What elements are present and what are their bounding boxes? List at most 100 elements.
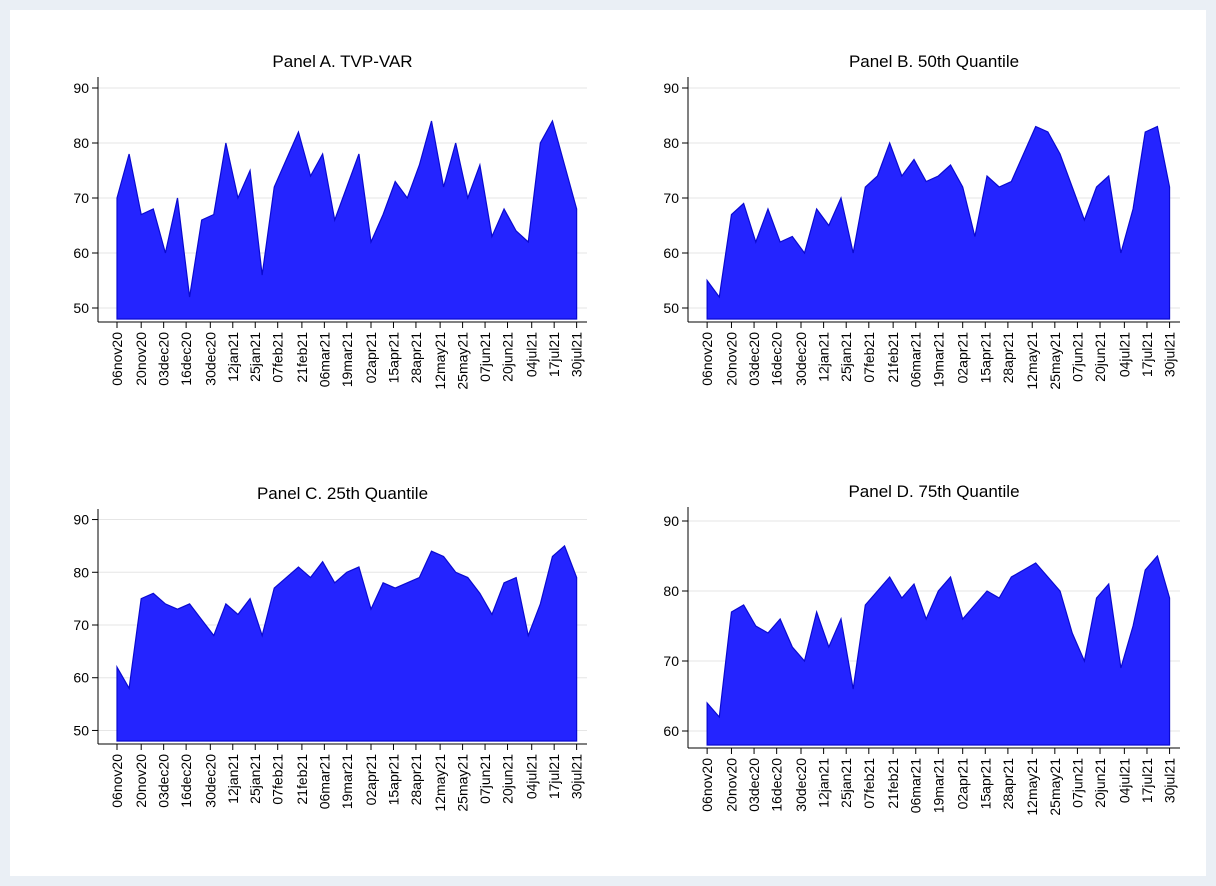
x-tick-label: 25may21 bbox=[455, 332, 471, 390]
x-tick-label: 16dec20 bbox=[769, 332, 785, 386]
x-tick-label: 06mar21 bbox=[316, 754, 332, 809]
y-tick-label: 60 bbox=[73, 245, 89, 261]
x-tick-label: 20jun21 bbox=[500, 332, 516, 382]
x-tick-label: 12jan21 bbox=[225, 754, 241, 804]
x-tick-label: 15apr21 bbox=[977, 332, 993, 384]
area bbox=[706, 125, 1171, 320]
x-tick-label: 06nov20 bbox=[109, 332, 125, 386]
y-tick-label: 80 bbox=[663, 135, 679, 151]
x-tick-label: 30jul21 bbox=[1162, 332, 1178, 377]
x-tick-label: 20jun21 bbox=[500, 754, 516, 804]
panel-title: Panel D. 75th Quantile bbox=[848, 482, 1019, 501]
x-tick-label: 17jul21 bbox=[546, 332, 562, 377]
y-tick-label: 90 bbox=[663, 80, 679, 96]
x-tick-label: 20jun21 bbox=[1092, 758, 1108, 808]
x-tick-label: 25jan21 bbox=[247, 332, 263, 382]
x-tick-label: 12may21 bbox=[1024, 332, 1040, 390]
x-tick-label: 15apr21 bbox=[977, 758, 993, 810]
x-tick-label: 20nov20 bbox=[133, 332, 149, 386]
x-tick-label: 30jul21 bbox=[569, 332, 585, 377]
x-tick-label: 12jan21 bbox=[816, 758, 832, 808]
x-tick-label: 21feb21 bbox=[294, 332, 310, 383]
x-tick-label: 16dec20 bbox=[178, 754, 194, 808]
x-tick-label: 30dec20 bbox=[202, 332, 218, 386]
x-tick-label: 07feb21 bbox=[861, 758, 877, 809]
y-tick-label: 60 bbox=[73, 670, 89, 686]
x-tick-label: 07feb21 bbox=[861, 332, 877, 383]
x-tick-label: 12may21 bbox=[432, 332, 448, 390]
x-tick-label: 19mar21 bbox=[930, 758, 946, 813]
panel-title: Panel C. 25th Quantile bbox=[257, 484, 428, 503]
x-tick-label: 06nov20 bbox=[109, 754, 125, 808]
x-tick-label: 03dec20 bbox=[156, 332, 172, 386]
x-tick-label: 30jul21 bbox=[569, 754, 585, 799]
x-tick-label: 03dec20 bbox=[156, 754, 172, 808]
x-tick-label: 02apr21 bbox=[955, 332, 971, 384]
plot-background bbox=[10, 10, 1206, 876]
x-tick-label: 06nov20 bbox=[699, 758, 715, 812]
x-tick-label: 07jun21 bbox=[477, 754, 493, 804]
x-tick-label: 25may21 bbox=[1047, 758, 1063, 816]
x-tick-label: 07feb21 bbox=[270, 332, 286, 383]
y-tick-label: 50 bbox=[663, 300, 679, 316]
x-tick-label: 19mar21 bbox=[339, 332, 355, 387]
y-tick-label: 90 bbox=[73, 512, 89, 528]
x-tick-label: 21feb21 bbox=[885, 332, 901, 383]
x-tick-label: 06mar21 bbox=[908, 332, 924, 387]
y-tick-label: 80 bbox=[73, 564, 89, 580]
x-tick-label: 07jun21 bbox=[1069, 758, 1085, 808]
x-tick-label: 07feb21 bbox=[270, 754, 286, 805]
x-tick-label: 12jan21 bbox=[816, 332, 832, 382]
x-tick-label: 25may21 bbox=[455, 754, 471, 812]
y-tick-label: 90 bbox=[73, 80, 89, 96]
x-tick-label: 17jul21 bbox=[546, 754, 562, 799]
x-tick-label: 30dec20 bbox=[202, 754, 218, 808]
y-tick-label: 60 bbox=[663, 723, 679, 739]
x-tick-label: 28apr21 bbox=[408, 754, 424, 806]
y-tick-label: 70 bbox=[663, 653, 679, 669]
x-tick-label: 21feb21 bbox=[885, 758, 901, 809]
x-tick-label: 02apr21 bbox=[955, 758, 971, 810]
x-tick-label: 25may21 bbox=[1047, 332, 1063, 390]
y-tick-label: 90 bbox=[663, 513, 679, 529]
x-tick-label: 16dec20 bbox=[769, 758, 785, 812]
x-tick-label: 06mar21 bbox=[316, 332, 332, 387]
x-tick-label: 06mar21 bbox=[908, 758, 924, 813]
x-tick-label: 30dec20 bbox=[793, 332, 809, 386]
x-tick-label: 04jul21 bbox=[1116, 332, 1132, 377]
x-tick-label: 15apr21 bbox=[385, 332, 401, 384]
x-tick-label: 07jun21 bbox=[1069, 332, 1085, 382]
x-tick-label: 12jan21 bbox=[225, 332, 241, 382]
x-tick-label: 16dec20 bbox=[178, 332, 194, 386]
x-tick-label: 30jul21 bbox=[1162, 758, 1178, 803]
x-tick-label: 20nov20 bbox=[133, 754, 149, 808]
x-tick-label: 03dec20 bbox=[746, 758, 762, 812]
y-tick-label: 60 bbox=[663, 245, 679, 261]
x-tick-label: 25jan21 bbox=[838, 332, 854, 382]
x-tick-label: 15apr21 bbox=[385, 754, 401, 806]
x-tick-label: 07jun21 bbox=[477, 332, 493, 382]
x-tick-label: 20jun21 bbox=[1092, 332, 1108, 382]
x-tick-label: 21feb21 bbox=[294, 754, 310, 805]
x-tick-label: 06nov20 bbox=[699, 332, 715, 386]
x-tick-label: 28apr21 bbox=[1000, 758, 1016, 810]
y-tick-label: 50 bbox=[73, 300, 89, 316]
x-tick-label: 04jul21 bbox=[1116, 758, 1132, 803]
x-tick-label: 04jul21 bbox=[524, 332, 540, 377]
x-tick-label: 20nov20 bbox=[723, 758, 739, 812]
x-tick-label: 17jul21 bbox=[1139, 758, 1155, 803]
x-tick-label: 12may21 bbox=[432, 754, 448, 812]
y-tick-label: 70 bbox=[73, 617, 89, 633]
x-tick-label: 28apr21 bbox=[408, 332, 424, 384]
area bbox=[116, 119, 578, 320]
x-tick-label: 02apr21 bbox=[363, 754, 379, 806]
y-tick-label: 80 bbox=[663, 583, 679, 599]
y-tick-label: 80 bbox=[73, 135, 89, 151]
x-tick-label: 17jul21 bbox=[1139, 332, 1155, 377]
x-tick-label: 25jan21 bbox=[247, 754, 263, 804]
y-tick-label: 70 bbox=[663, 190, 679, 206]
x-tick-label: 20nov20 bbox=[723, 332, 739, 386]
y-tick-label: 50 bbox=[73, 722, 89, 738]
